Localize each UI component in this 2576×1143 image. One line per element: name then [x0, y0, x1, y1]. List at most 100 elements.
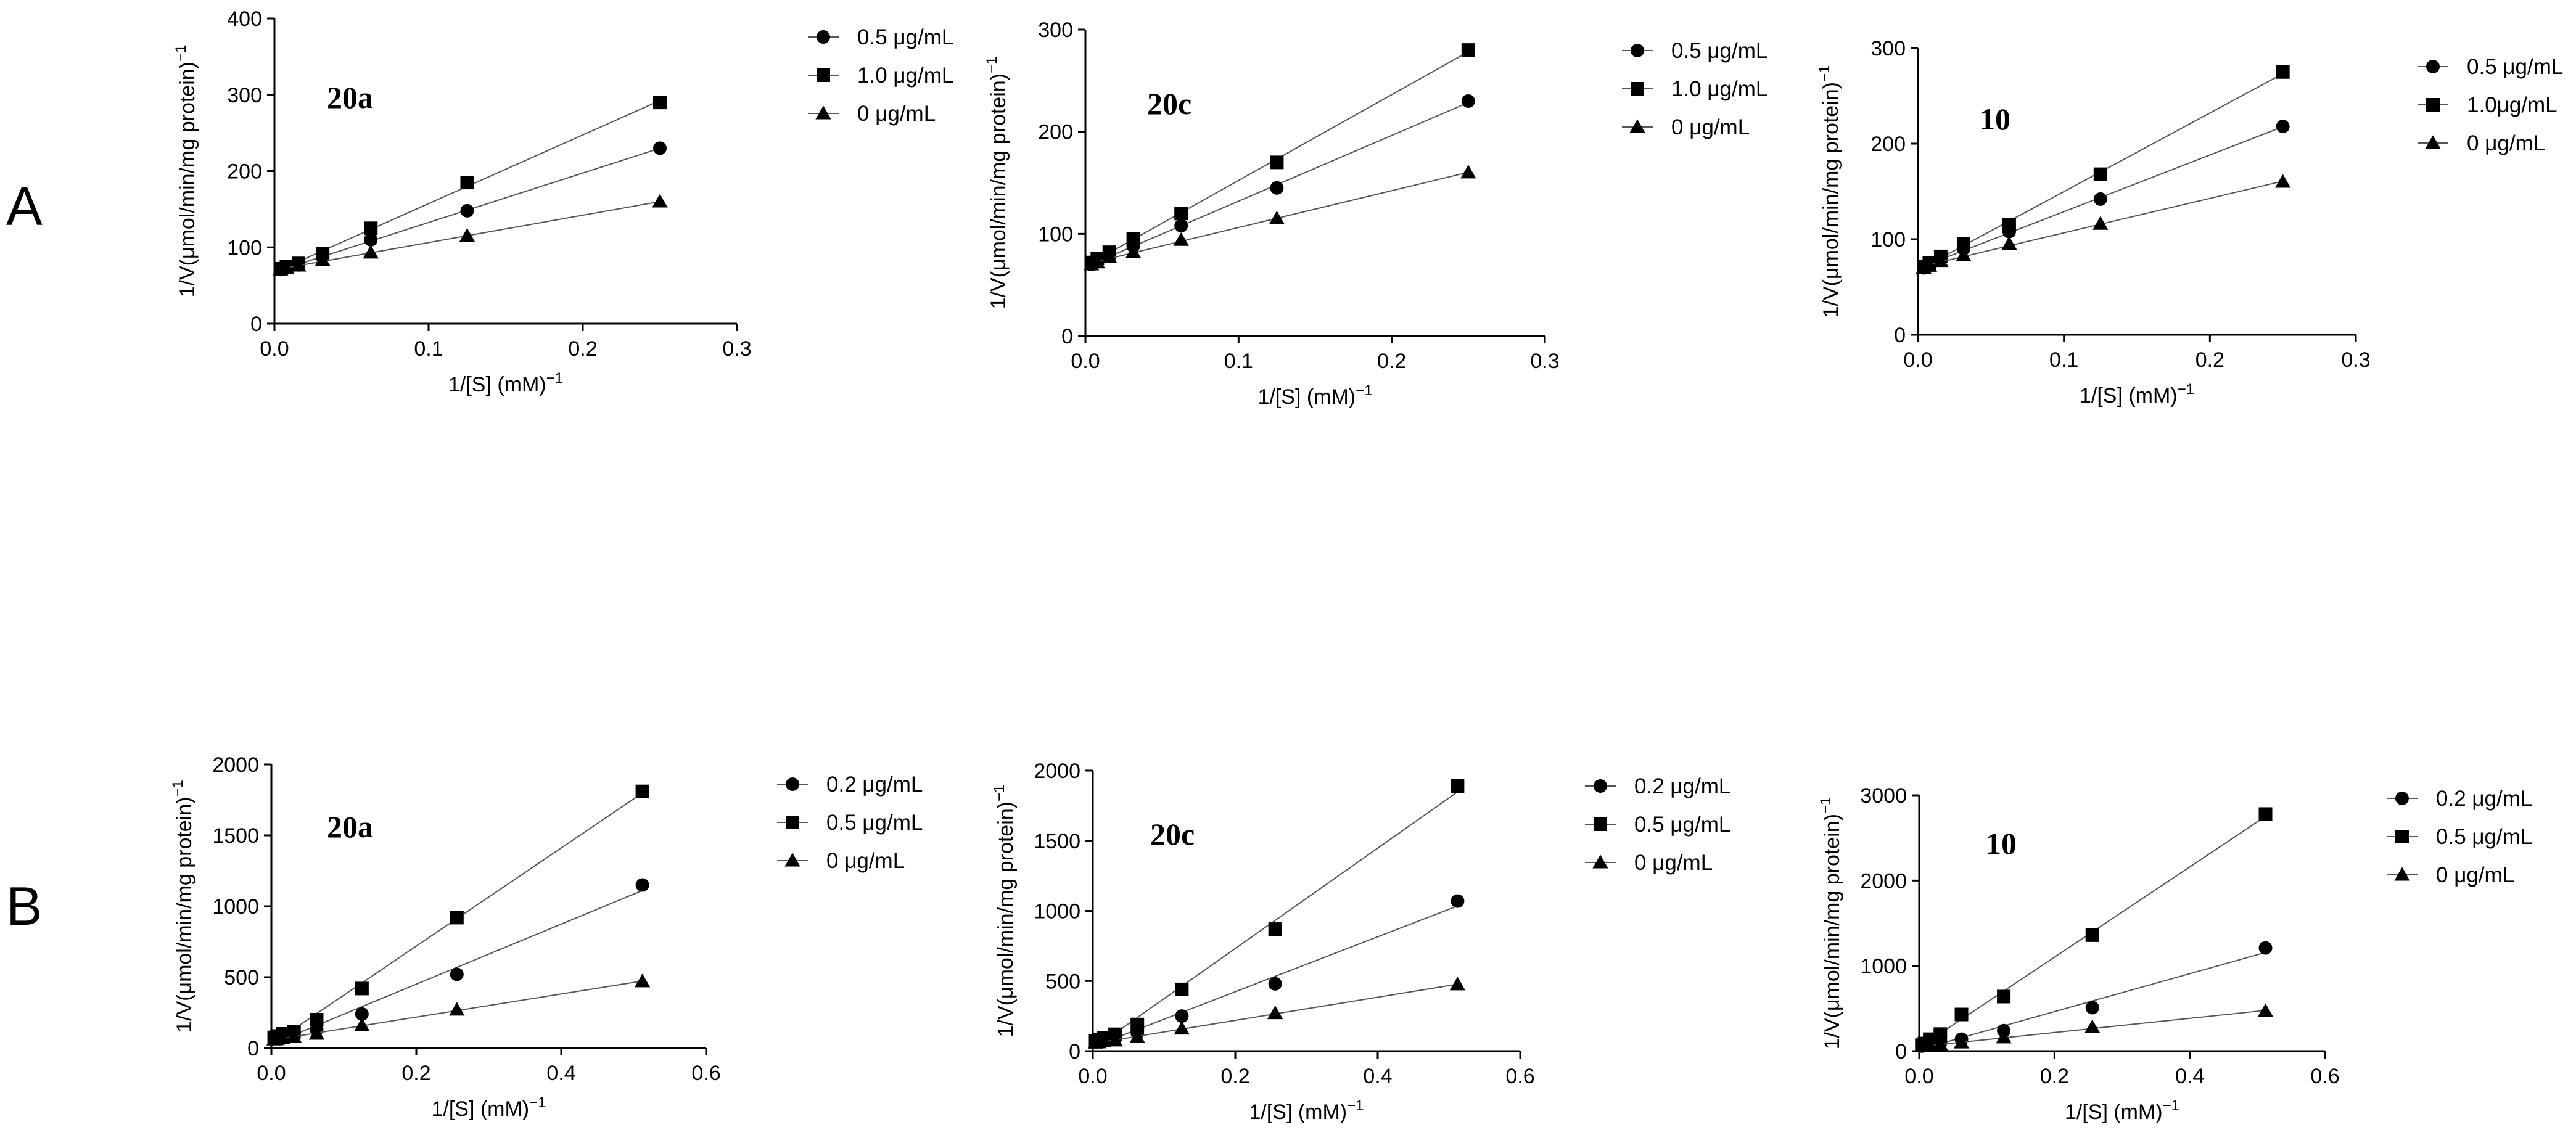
- y-tick-label: 0: [1061, 325, 1073, 348]
- series-triangle: [273, 194, 668, 276]
- data-point: [1922, 1038, 1938, 1052]
- data-point: [653, 96, 667, 110]
- series-triangle: [1916, 174, 2291, 274]
- y-tick-label: 0: [1894, 324, 1906, 347]
- data-point: [1932, 1036, 1948, 1051]
- y-tick-label: 500: [224, 966, 259, 989]
- series-circle: [1084, 94, 1475, 272]
- legend-marker: [1594, 817, 1607, 831]
- series-square: [273, 96, 667, 276]
- x-tick-label: 0.2: [2040, 1065, 2069, 1088]
- legend-item: 0 μg/mL: [1585, 851, 1713, 875]
- data-point: [308, 1026, 325, 1040]
- data-point: [2084, 1019, 2101, 1033]
- legend-label: 1.0 μg/mL: [1671, 77, 1767, 101]
- legend-label: 1.0μg/mL: [2467, 93, 2557, 117]
- data-point: [364, 221, 378, 236]
- x-tick-label: 0.6: [1505, 1065, 1534, 1088]
- series-circle: [1917, 120, 2290, 275]
- data-point: [2085, 928, 2099, 942]
- panel-title: 20a: [327, 809, 373, 844]
- x-tick-label: 0.2: [1377, 350, 1406, 373]
- row-label-a: A: [6, 176, 43, 237]
- y-tick-label: 0: [247, 1037, 259, 1060]
- data-point: [2276, 120, 2290, 134]
- y-tick-label: 2000: [1034, 760, 1080, 783]
- x-tick-label: 0.2: [568, 337, 597, 361]
- y-axis-title: 1/V(μmol/min/mg protein)−1: [984, 57, 1010, 309]
- legend-marker: [786, 777, 799, 791]
- legend-marker: [1631, 82, 1644, 96]
- y-tick-label: 400: [227, 7, 262, 31]
- data-point: [2258, 807, 2273, 821]
- legend-label: 0.5 μg/mL: [1671, 39, 1767, 63]
- legend-item: 0 μg/mL: [808, 102, 936, 126]
- data-point: [1996, 1030, 2012, 1044]
- data-point: [635, 784, 649, 798]
- data-point: [653, 141, 667, 155]
- x-tick-label: 0.2: [1220, 1065, 1249, 1088]
- x-tick-label: 0.6: [2310, 1065, 2339, 1088]
- data-point: [460, 176, 474, 190]
- legend-marker: [817, 68, 830, 82]
- series-square: [1917, 65, 2290, 274]
- data-point: [1175, 982, 1189, 996]
- chart-panel-2: 0 100 200 300 0.0 0.1 0.2 0.3 1/[S] (mM)−1 1/V(μm…: [984, 18, 1767, 409]
- data-point: [1268, 922, 1282, 936]
- y-tick-label: 1500: [1034, 830, 1080, 853]
- chart-panel-6: 0 1000 2000 3000 0.0 0.2 0.4 0.6 1/[S] (mM)−1 1/V…: [1817, 784, 2532, 1124]
- y-tick-label: 200: [227, 160, 262, 184]
- series-square: [1084, 43, 1475, 269]
- data-point: [635, 878, 649, 892]
- panel-title: 20a: [327, 80, 373, 115]
- data-point: [2093, 167, 2107, 181]
- x-tick-label: 0.0: [257, 1062, 286, 1085]
- legend-label: 0.5 μg/mL: [826, 811, 923, 835]
- x-tick-label: 0.6: [691, 1062, 720, 1085]
- legend-marker: [1629, 119, 1645, 133]
- data-point: [460, 203, 474, 218]
- x-tick-label: 0.4: [546, 1062, 575, 1085]
- legend-marker: [1631, 44, 1644, 57]
- legend-item: 1.0μg/mL: [2418, 93, 2557, 117]
- data-point: [1461, 43, 1475, 57]
- legend-label: 0 μg/mL: [1634, 851, 1713, 875]
- x-axis-title: 1/[S] (mM)−1: [1249, 1097, 1364, 1124]
- data-point: [1933, 1027, 1948, 1041]
- data-point: [1174, 219, 1188, 233]
- data-point: [1997, 989, 2011, 1004]
- data-point: [290, 258, 307, 272]
- data-point: [2002, 218, 2016, 232]
- legend-marker: [815, 105, 831, 120]
- chart-panel-5: 0 500 1000 1500 2000 0.0 0.2 0.4 0.6 1/[S] (mM)−1…: [991, 760, 1730, 1124]
- legend-label: 0.5 μg/mL: [857, 25, 953, 49]
- data-point: [2275, 174, 2291, 188]
- series-triangle: [1914, 1003, 2274, 1052]
- x-tick-label: 0.1: [414, 337, 443, 361]
- series-square: [1088, 779, 1465, 1048]
- legend-label: 0 μg/mL: [2436, 863, 2514, 887]
- data-point: [1270, 155, 1284, 170]
- y-tick-label: 100: [227, 236, 262, 260]
- data-point: [1956, 247, 1972, 261]
- legend: 0.5 μg/mL 1.0 μg/mL 0 μg/mL: [1622, 39, 1767, 139]
- fit-line: [1922, 951, 2266, 1050]
- chart-panel-1: 0 100 200 300 400 0.0 0.1 0.2 0.3 1/[S] (mM)−1 1/V…: [173, 7, 953, 396]
- x-tick-label: 0.4: [1363, 1065, 1392, 1088]
- x-tick-label: 0.3: [722, 337, 751, 361]
- data-point: [2092, 216, 2109, 230]
- data-point: [278, 260, 295, 274]
- legend: 0.2 μg/mL 0.5 μg/mL 0 μg/mL: [2387, 787, 2532, 887]
- y-axis-title: 1/V(μmol/min/mg protein)−1: [170, 780, 196, 1033]
- legend-marker: [2394, 867, 2410, 881]
- y-tick-label: 1000: [1034, 900, 1080, 924]
- legend-item: 1.0 μg/mL: [808, 63, 953, 88]
- data-point: [354, 1017, 370, 1031]
- legend-label: 0.5 μg/mL: [2436, 825, 2532, 849]
- series-circle: [1088, 894, 1465, 1049]
- data-point: [450, 967, 464, 981]
- data-point: [1126, 232, 1140, 246]
- legend-marker: [2426, 60, 2440, 73]
- legend-marker: [1594, 779, 1607, 793]
- legend-label: 0.2 μg/mL: [826, 772, 923, 797]
